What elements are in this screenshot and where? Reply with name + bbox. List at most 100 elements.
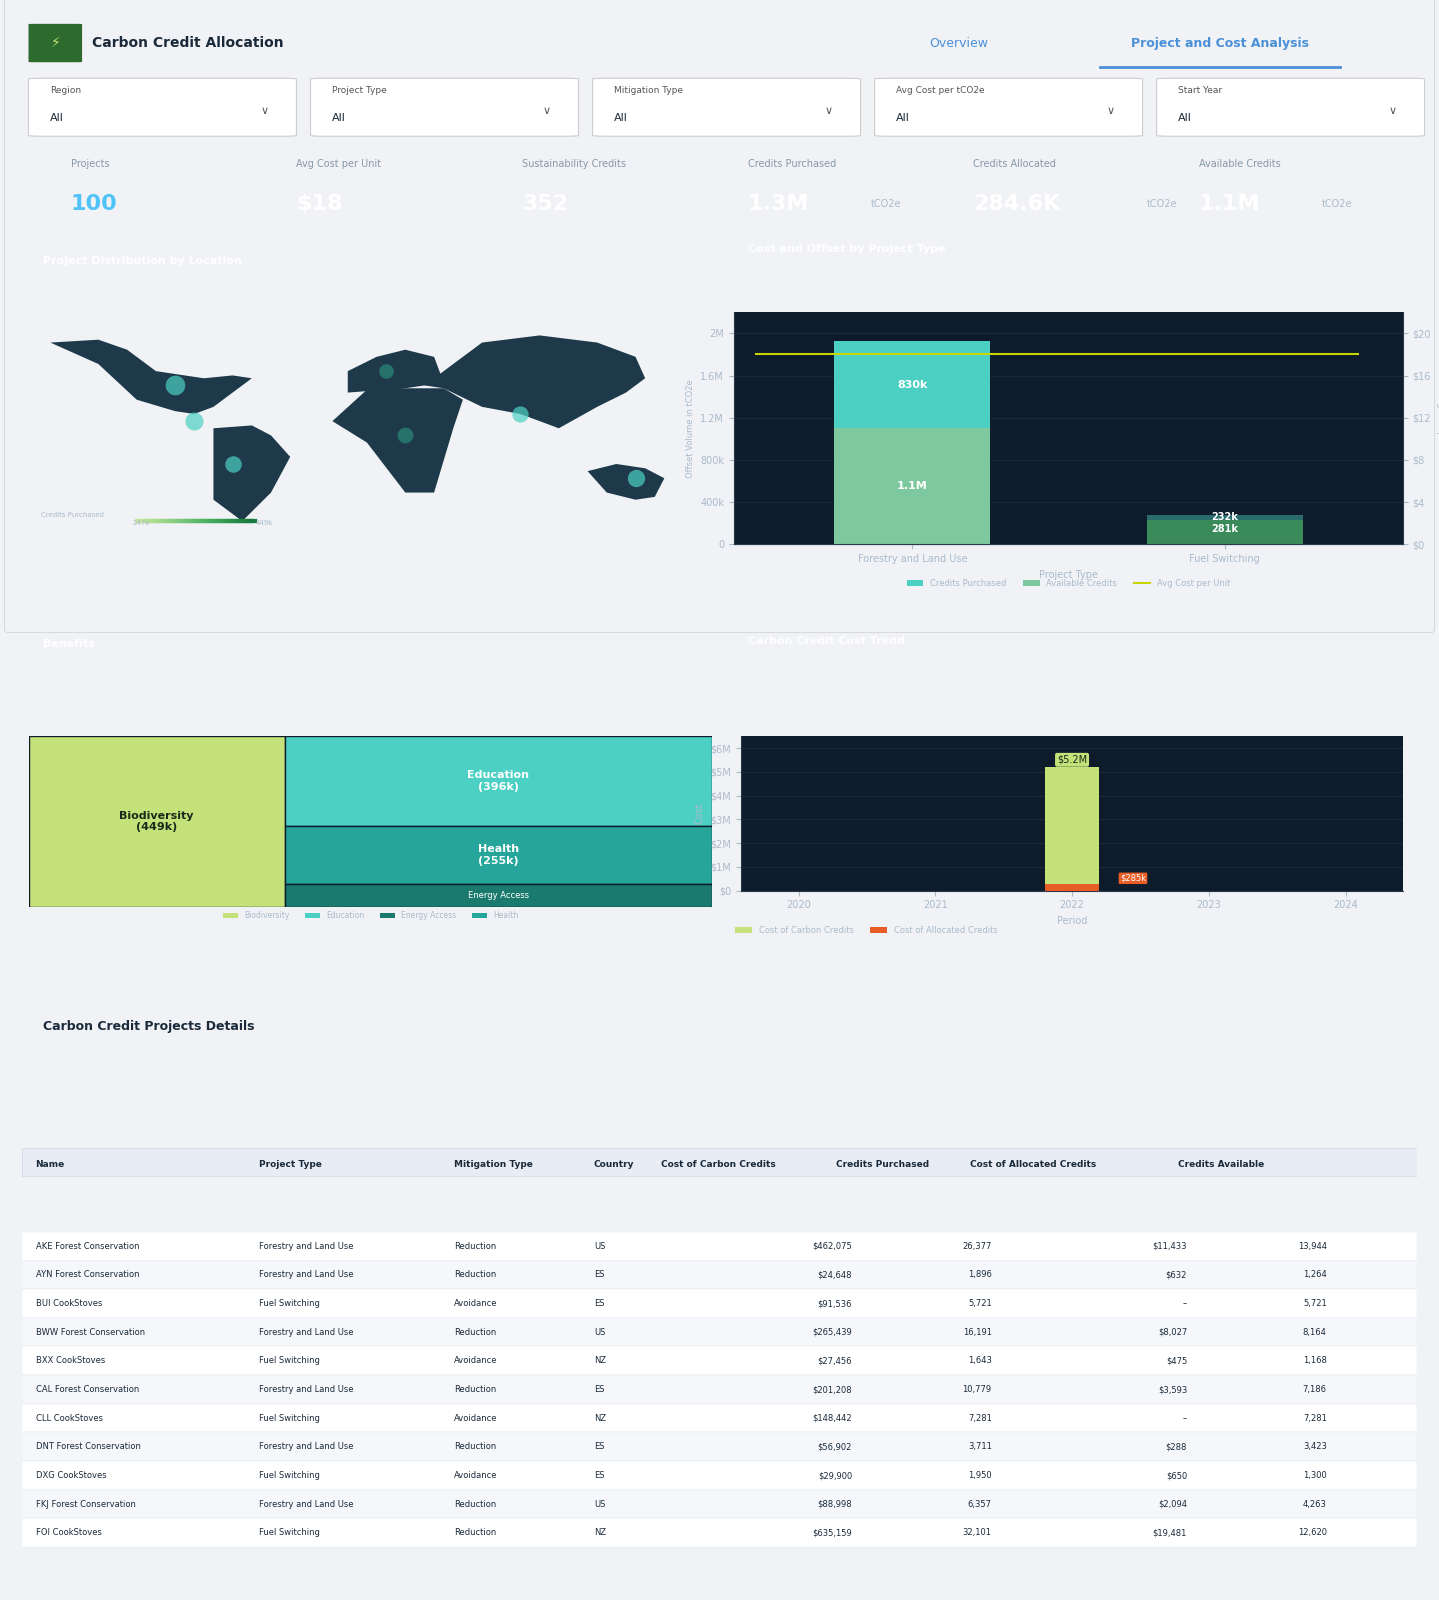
Text: $11,433: $11,433 <box>1153 1242 1187 1251</box>
Bar <box>285 885 712 907</box>
Text: Start Year: Start Year <box>1177 86 1222 96</box>
X-axis label: Period: Period <box>1056 917 1088 926</box>
Text: Credits Allocated: Credits Allocated <box>973 158 1056 168</box>
Text: Fuel Switching: Fuel Switching <box>259 1414 319 1422</box>
Text: Health
(255k): Health (255k) <box>478 845 519 866</box>
Point <box>183 408 206 434</box>
Bar <box>22 1461 1417 1490</box>
Text: Reduction: Reduction <box>455 1328 496 1336</box>
Bar <box>835 429 990 544</box>
Text: NZ: NZ <box>594 1528 606 1538</box>
Text: 5,721: 5,721 <box>1302 1299 1327 1309</box>
Text: Fuel Switching: Fuel Switching <box>259 1299 319 1309</box>
Text: 26,377: 26,377 <box>963 1242 991 1251</box>
Text: Fuel Switching: Fuel Switching <box>259 1357 319 1365</box>
Text: Forestry and Land Use: Forestry and Land Use <box>259 1242 354 1251</box>
Text: US: US <box>594 1328 606 1336</box>
Text: Avoidance: Avoidance <box>455 1357 498 1365</box>
Text: 284.6K: 284.6K <box>973 194 1061 214</box>
Text: 3,711: 3,711 <box>968 1442 991 1451</box>
Text: Reduction: Reduction <box>455 1499 496 1509</box>
Bar <box>22 1290 1417 1318</box>
Text: Projects: Projects <box>71 158 109 168</box>
Text: 1,643: 1,643 <box>968 1357 991 1365</box>
Text: 3,423: 3,423 <box>1302 1442 1327 1451</box>
Text: 352: 352 <box>522 194 568 214</box>
Text: Benefits: Benefits <box>43 640 95 650</box>
Text: $3,593: $3,593 <box>1158 1386 1187 1394</box>
Text: 1,896: 1,896 <box>968 1270 991 1280</box>
Bar <box>285 736 712 826</box>
Text: 232k: 232k <box>1212 512 1238 522</box>
Text: 7,281: 7,281 <box>968 1414 991 1422</box>
Text: ∨: ∨ <box>1107 106 1114 115</box>
Legend: Credits Purchased, Available Credits, Avg Cost per Unit: Credits Purchased, Available Credits, Av… <box>904 576 1233 590</box>
Text: Cost of Carbon Credits: Cost of Carbon Credits <box>661 1160 776 1170</box>
Text: 13,944: 13,944 <box>1298 1242 1327 1251</box>
Text: –: – <box>1183 1299 1187 1309</box>
Polygon shape <box>348 350 443 392</box>
Text: $148,442: $148,442 <box>813 1414 852 1422</box>
Text: $88,998: $88,998 <box>817 1499 852 1509</box>
Polygon shape <box>213 426 291 522</box>
Text: BXX CookStoves: BXX CookStoves <box>36 1357 105 1365</box>
Bar <box>22 1374 1417 1403</box>
Y-axis label: Offset Volume in tCO2e: Offset Volume in tCO2e <box>685 379 695 478</box>
Text: Forestry and Land Use: Forestry and Land Use <box>259 1442 354 1451</box>
Text: $5.2M: $5.2M <box>1058 755 1086 765</box>
Text: tCO2e: tCO2e <box>1321 198 1353 210</box>
Bar <box>1045 883 1099 891</box>
Text: Reduction: Reduction <box>455 1270 496 1280</box>
Bar <box>1147 515 1302 544</box>
Text: Energy Access: Energy Access <box>468 891 530 899</box>
Text: All: All <box>613 114 627 123</box>
Text: All: All <box>331 114 345 123</box>
Legend: Cost of Carbon Credits, Cost of Allocated Credits: Cost of Carbon Credits, Cost of Allocate… <box>732 923 1000 938</box>
Text: ES: ES <box>594 1386 604 1394</box>
Text: Forestry and Land Use: Forestry and Land Use <box>259 1328 354 1336</box>
Text: 1,168: 1,168 <box>1302 1357 1327 1365</box>
Text: 16,191: 16,191 <box>963 1328 991 1336</box>
Text: Sustainability Credits: Sustainability Credits <box>522 158 626 168</box>
Bar <box>835 341 990 429</box>
Text: Education
(396k): Education (396k) <box>468 771 530 792</box>
Text: $56,902: $56,902 <box>817 1442 852 1451</box>
Bar <box>22 1147 1417 1176</box>
Text: CAL Forest Conservation: CAL Forest Conservation <box>36 1386 138 1394</box>
Text: $91,536: $91,536 <box>817 1299 852 1309</box>
Text: Carbon Credit Cost Trend: Carbon Credit Cost Trend <box>748 635 905 646</box>
Text: $288: $288 <box>1166 1442 1187 1451</box>
Bar <box>22 1403 1417 1432</box>
Text: 1,950: 1,950 <box>968 1470 991 1480</box>
FancyBboxPatch shape <box>29 78 296 136</box>
Text: 7,281: 7,281 <box>1302 1414 1327 1422</box>
Text: 247k: 247k <box>132 520 150 526</box>
Text: tCO2e: tCO2e <box>871 198 901 210</box>
Text: Mitigation Type: Mitigation Type <box>455 1160 534 1170</box>
FancyBboxPatch shape <box>593 78 861 136</box>
Text: Overview: Overview <box>930 37 989 50</box>
Text: Biodiversity
(449k): Biodiversity (449k) <box>119 811 194 832</box>
Text: 8,164: 8,164 <box>1302 1328 1327 1336</box>
Y-axis label: Avg Cost per Unit: Avg Cost per Unit <box>1436 392 1439 466</box>
Text: ES: ES <box>594 1299 604 1309</box>
Text: $8,027: $8,027 <box>1158 1328 1187 1336</box>
Text: FKJ Forest Conservation: FKJ Forest Conservation <box>36 1499 135 1509</box>
Text: Reduction: Reduction <box>455 1528 496 1538</box>
Point <box>222 451 245 477</box>
Text: Avoidance: Avoidance <box>455 1414 498 1422</box>
Text: US: US <box>594 1242 606 1251</box>
Text: ∨: ∨ <box>260 106 268 115</box>
Text: Name: Name <box>36 1160 65 1170</box>
Text: Forestry and Land Use: Forestry and Land Use <box>259 1386 354 1394</box>
Text: Credits Purchased: Credits Purchased <box>836 1160 930 1170</box>
Text: 830k: 830k <box>896 379 928 389</box>
Text: Project and Cost Analysis: Project and Cost Analysis <box>1131 37 1309 50</box>
Text: BWW Forest Conservation: BWW Forest Conservation <box>36 1328 145 1336</box>
Text: All: All <box>895 114 909 123</box>
Text: Region: Region <box>49 86 81 96</box>
Text: $632: $632 <box>1166 1270 1187 1280</box>
Text: $201,208: $201,208 <box>813 1386 852 1394</box>
Y-axis label: Cost: Cost <box>695 803 705 824</box>
Text: NZ: NZ <box>594 1357 606 1365</box>
